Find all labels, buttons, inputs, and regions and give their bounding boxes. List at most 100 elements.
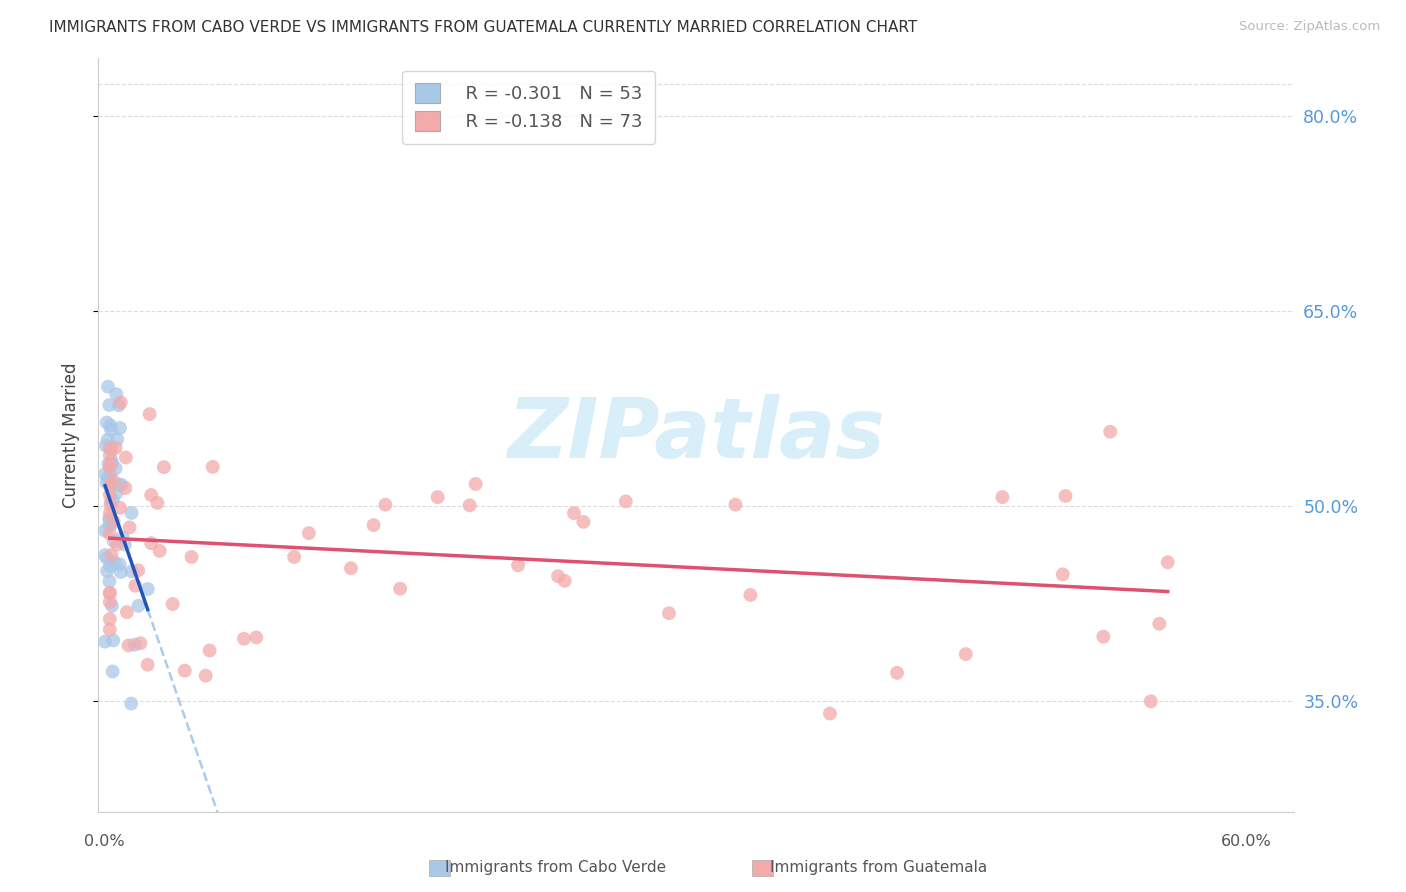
Point bbox=[162, 597, 184, 611]
Point bbox=[363, 518, 385, 533]
Point bbox=[201, 459, 224, 474]
Point bbox=[991, 490, 1014, 504]
Text: 0.0%: 0.0% bbox=[84, 834, 125, 849]
Point bbox=[104, 441, 127, 455]
Point bbox=[136, 582, 159, 596]
Point bbox=[124, 638, 146, 652]
Point bbox=[1139, 694, 1161, 708]
Point bbox=[740, 588, 762, 602]
Point bbox=[101, 516, 124, 531]
Point bbox=[110, 395, 132, 409]
Point bbox=[572, 515, 595, 529]
Point bbox=[127, 599, 149, 613]
Point bbox=[121, 564, 143, 578]
Point bbox=[547, 569, 569, 583]
Point bbox=[108, 500, 131, 515]
Point bbox=[136, 657, 159, 672]
Text: Source: ZipAtlas.com: Source: ZipAtlas.com bbox=[1240, 20, 1381, 33]
Point bbox=[105, 433, 128, 447]
Point bbox=[149, 544, 172, 558]
Point bbox=[118, 520, 141, 534]
Text: Immigrants from Cabo Verde: Immigrants from Cabo Verde bbox=[444, 860, 666, 874]
Point bbox=[562, 506, 585, 520]
Point bbox=[100, 477, 122, 491]
Point bbox=[194, 668, 217, 682]
Point bbox=[98, 448, 121, 462]
Point bbox=[100, 467, 122, 481]
Point bbox=[98, 507, 121, 521]
Point bbox=[426, 490, 449, 504]
Point bbox=[127, 563, 149, 577]
Point bbox=[94, 524, 117, 538]
Point bbox=[233, 632, 256, 646]
Point bbox=[98, 478, 121, 492]
Point bbox=[340, 561, 363, 575]
Point bbox=[1099, 425, 1122, 439]
Point bbox=[108, 558, 131, 572]
Point bbox=[103, 633, 125, 648]
Point bbox=[96, 475, 118, 490]
Point bbox=[117, 639, 139, 653]
Point bbox=[100, 478, 122, 492]
Text: Immigrants from Guatemala: Immigrants from Guatemala bbox=[770, 860, 987, 874]
Point bbox=[1092, 630, 1115, 644]
Point bbox=[104, 556, 127, 570]
Legend:   R = -0.301   N = 53,   R = -0.138   N = 73: R = -0.301 N = 53, R = -0.138 N = 73 bbox=[402, 70, 655, 144]
Point bbox=[114, 481, 136, 495]
Point bbox=[103, 474, 125, 488]
Point bbox=[103, 514, 125, 528]
Point bbox=[818, 706, 841, 721]
Point bbox=[97, 457, 120, 471]
Point bbox=[141, 488, 163, 502]
Point bbox=[105, 537, 128, 551]
Point bbox=[115, 450, 138, 465]
Point bbox=[98, 526, 121, 541]
Point bbox=[508, 558, 530, 573]
Point bbox=[724, 498, 747, 512]
Point bbox=[374, 498, 396, 512]
Point bbox=[101, 665, 124, 679]
Point bbox=[94, 467, 117, 482]
Point bbox=[1149, 616, 1171, 631]
Point bbox=[554, 574, 576, 588]
Point bbox=[98, 595, 121, 609]
Point bbox=[97, 433, 120, 447]
Point bbox=[198, 643, 221, 657]
Point bbox=[173, 664, 195, 678]
Point bbox=[298, 526, 321, 541]
Text: IMMIGRANTS FROM CABO VERDE VS IMMIGRANTS FROM GUATEMALA CURRENTLY MARRIED CORREL: IMMIGRANTS FROM CABO VERDE VS IMMIGRANTS… bbox=[49, 20, 918, 35]
Point bbox=[101, 457, 124, 471]
Point bbox=[658, 606, 681, 620]
Point bbox=[100, 423, 122, 437]
Point bbox=[98, 459, 121, 474]
Point bbox=[245, 631, 267, 645]
Point bbox=[180, 549, 202, 564]
Point bbox=[97, 379, 120, 393]
Point bbox=[94, 634, 117, 648]
Point bbox=[100, 418, 122, 433]
Point bbox=[1052, 567, 1074, 582]
Point bbox=[96, 416, 118, 430]
Point bbox=[98, 398, 121, 412]
Point bbox=[98, 459, 121, 474]
Point bbox=[94, 439, 117, 453]
Point bbox=[138, 407, 160, 421]
Point bbox=[98, 623, 121, 637]
Point bbox=[1054, 489, 1077, 503]
Point bbox=[100, 495, 122, 509]
Point bbox=[1157, 555, 1180, 569]
Point bbox=[101, 599, 124, 613]
Point bbox=[110, 565, 132, 579]
Point bbox=[124, 579, 146, 593]
Point bbox=[886, 665, 908, 680]
Y-axis label: Currently Married: Currently Married bbox=[62, 362, 80, 508]
Point bbox=[101, 493, 124, 508]
Point bbox=[96, 551, 118, 566]
Point bbox=[114, 537, 136, 551]
Point bbox=[129, 636, 152, 650]
Point bbox=[100, 548, 122, 562]
Point bbox=[103, 534, 125, 549]
Text: 60.0%: 60.0% bbox=[1220, 834, 1271, 849]
Point bbox=[98, 612, 121, 626]
Point bbox=[98, 488, 121, 502]
